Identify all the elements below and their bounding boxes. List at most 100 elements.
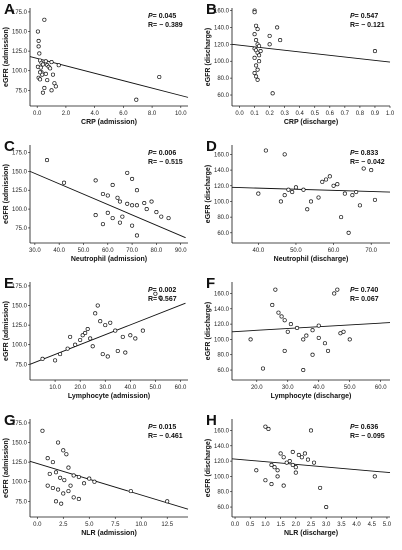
data-point xyxy=(347,337,352,342)
data-point xyxy=(133,336,138,341)
y-tick-label: 100.0 xyxy=(214,337,230,343)
x-tick-label: 0.0 xyxy=(235,111,244,117)
data-point xyxy=(93,178,98,183)
data-point xyxy=(100,191,105,197)
data-point xyxy=(38,77,43,82)
data-point xyxy=(165,499,170,504)
panel-letter: E xyxy=(4,275,14,292)
x-tick-label: 1.5 xyxy=(276,522,285,528)
data-point xyxy=(308,428,314,433)
x-tick-label: 0.6 xyxy=(326,111,335,117)
data-point xyxy=(93,311,98,316)
x-tick-label: 4.0 xyxy=(90,111,99,117)
data-point xyxy=(263,424,268,429)
x-tick-label: 60.0 xyxy=(102,248,114,254)
p-value-text: = 0.740 xyxy=(355,287,379,294)
data-point xyxy=(56,440,61,445)
y-tick-label: 75.0 xyxy=(15,499,27,505)
panel-f: F 60.0 80.0 100.0 120.0 140.0 160.0 20.0 30.0 40.… xyxy=(205,275,391,400)
p-value-text: = 0.015 xyxy=(153,424,177,431)
data-point xyxy=(76,496,81,502)
data-point xyxy=(92,479,97,484)
x-tick-label: 4.5 xyxy=(368,522,377,528)
data-point xyxy=(157,74,162,80)
data-point xyxy=(290,449,295,454)
data-point xyxy=(293,185,299,190)
y-tick-label: 75.0 xyxy=(15,362,27,368)
data-point xyxy=(255,77,260,82)
data-point xyxy=(159,214,164,219)
data-point xyxy=(64,452,69,457)
data-point xyxy=(276,310,281,315)
data-point xyxy=(310,328,315,333)
y-tick-label: 100.0 xyxy=(214,474,230,480)
x-tick-label: 0.2 xyxy=(265,111,274,117)
p-symbol: P xyxy=(148,424,153,431)
r-value: R= 0.067 xyxy=(350,296,379,303)
p-symbol: P xyxy=(148,13,153,20)
p-symbol: P xyxy=(350,287,355,294)
data-point xyxy=(282,193,287,198)
x-axis-label: Lymphocyte (admission) xyxy=(68,393,150,400)
data-point xyxy=(53,499,59,504)
data-point xyxy=(140,328,145,333)
panel-letter: G xyxy=(4,412,16,429)
data-point xyxy=(342,191,347,196)
regression-line xyxy=(231,186,391,193)
y-tick-label: 140.0 xyxy=(214,307,230,313)
data-point xyxy=(295,325,300,330)
data-point xyxy=(125,201,130,206)
data-point xyxy=(293,465,298,470)
y-axis-label: eGFR (discharge) xyxy=(205,28,212,86)
panel-h: H 60.0 80.0 100.0 120.0 140.0 160.0 0.0 0.5 1.0 1.… xyxy=(205,412,392,537)
y-tick-label: 80.0 xyxy=(217,490,229,496)
y-tick-label: 100.0 xyxy=(12,480,28,486)
data-point xyxy=(117,220,122,225)
x-tick-label: 1.0 xyxy=(261,522,270,528)
data-point xyxy=(43,59,48,64)
p-value-text: = 0.636 xyxy=(355,424,379,431)
data-point xyxy=(49,60,54,65)
data-point xyxy=(44,158,50,163)
data-point xyxy=(134,97,139,102)
y-tick-label: 125.0 xyxy=(12,323,28,329)
y-tick-label: 150.0 xyxy=(12,304,28,310)
x-tick-label: 30.0 xyxy=(29,248,41,254)
y-axis-label: eGFR (discharge) xyxy=(205,165,212,223)
data-point xyxy=(254,23,259,28)
r-value: R= − 0.389 xyxy=(148,22,183,29)
x-tick-label: 40.0 xyxy=(53,248,65,254)
data-point xyxy=(248,337,253,342)
data-point xyxy=(293,470,298,475)
data-point xyxy=(43,71,48,76)
y-tick-label: 120.0 xyxy=(214,459,230,465)
data-point xyxy=(372,197,378,202)
panel-g: G 75.0 100.0 125.0 150.0 175.0 0.0 2.5 5.0 7.5 10.… xyxy=(3,412,189,537)
x-tick-label: 70.0 xyxy=(126,248,138,254)
data-point xyxy=(68,483,73,488)
y-tick-label: 80.0 xyxy=(217,76,229,82)
data-point xyxy=(311,460,317,465)
x-tick-label: 40.0 xyxy=(124,385,136,391)
x-tick-label: 0.4 xyxy=(296,111,305,117)
data-point xyxy=(110,216,115,221)
data-point xyxy=(338,331,343,336)
data-point xyxy=(372,474,377,479)
panel-letter: F xyxy=(206,275,215,292)
r-value: R= − 0.042 xyxy=(350,159,385,166)
x-axis-label: CRP (admission) xyxy=(81,119,137,126)
data-point xyxy=(58,352,63,357)
y-tick-label: 125.0 xyxy=(12,49,28,55)
data-point xyxy=(369,168,374,173)
data-point xyxy=(71,495,76,500)
data-point xyxy=(252,10,257,15)
data-point xyxy=(286,187,291,192)
data-point xyxy=(93,213,98,218)
data-point xyxy=(142,200,147,206)
p-value: P= 0.002 xyxy=(148,287,176,294)
data-point xyxy=(316,323,321,328)
x-tick-label: 10.0 xyxy=(135,522,147,528)
data-point xyxy=(42,85,47,91)
x-tick-label: 20.0 xyxy=(74,385,86,391)
data-point xyxy=(42,17,47,22)
